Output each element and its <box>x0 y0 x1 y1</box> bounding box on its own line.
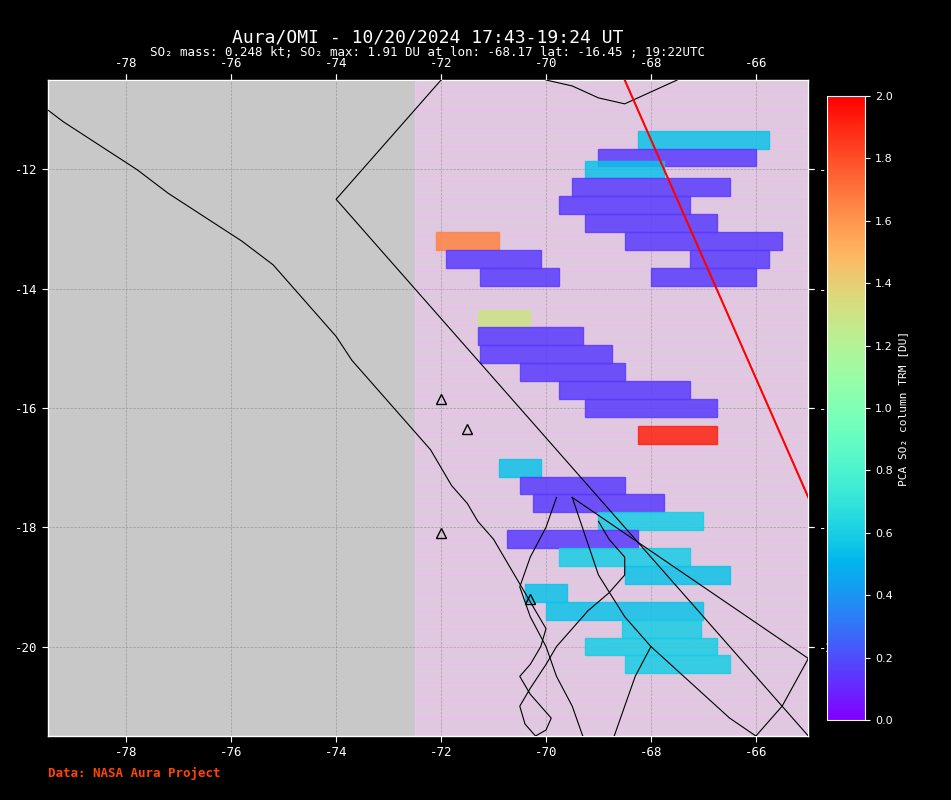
Bar <box>573 178 729 196</box>
Bar <box>546 602 704 620</box>
Bar <box>477 327 583 346</box>
Bar <box>586 214 716 232</box>
Bar <box>598 512 704 530</box>
Bar <box>480 346 611 363</box>
Y-axis label: PCA SO₂ column TRM [DU]: PCA SO₂ column TRM [DU] <box>899 330 908 486</box>
Text: SO₂ mass: 0.248 kt; SO₂ max: 1.91 DU at lon: -68.17 lat: -16.45 ; 19:22UTC: SO₂ mass: 0.248 kt; SO₂ max: 1.91 DU at … <box>150 46 706 59</box>
Bar <box>598 149 756 166</box>
Bar <box>586 161 664 178</box>
Bar <box>625 655 729 674</box>
Bar <box>498 458 541 477</box>
Bar <box>625 232 782 250</box>
Bar <box>520 477 625 494</box>
Bar <box>525 584 567 602</box>
Bar <box>533 494 664 512</box>
Bar <box>520 363 625 381</box>
Bar <box>559 381 690 399</box>
Bar <box>586 638 716 655</box>
Bar <box>507 530 638 548</box>
Bar <box>436 232 498 250</box>
Bar <box>559 196 690 214</box>
Bar <box>480 268 559 286</box>
Bar <box>622 620 701 638</box>
Bar <box>638 426 716 444</box>
Bar <box>650 268 756 286</box>
Bar <box>415 80 808 736</box>
Polygon shape <box>48 80 808 736</box>
Bar <box>477 310 531 327</box>
Bar <box>638 130 769 149</box>
Bar <box>586 399 716 417</box>
Bar <box>559 548 690 566</box>
Text: Aura/OMI - 10/20/2024 17:43-19:24 UT: Aura/OMI - 10/20/2024 17:43-19:24 UT <box>232 28 624 46</box>
Bar <box>446 250 541 268</box>
Text: Data: NASA Aura Project: Data: NASA Aura Project <box>48 767 220 780</box>
Bar <box>690 250 769 268</box>
Bar <box>625 566 729 584</box>
